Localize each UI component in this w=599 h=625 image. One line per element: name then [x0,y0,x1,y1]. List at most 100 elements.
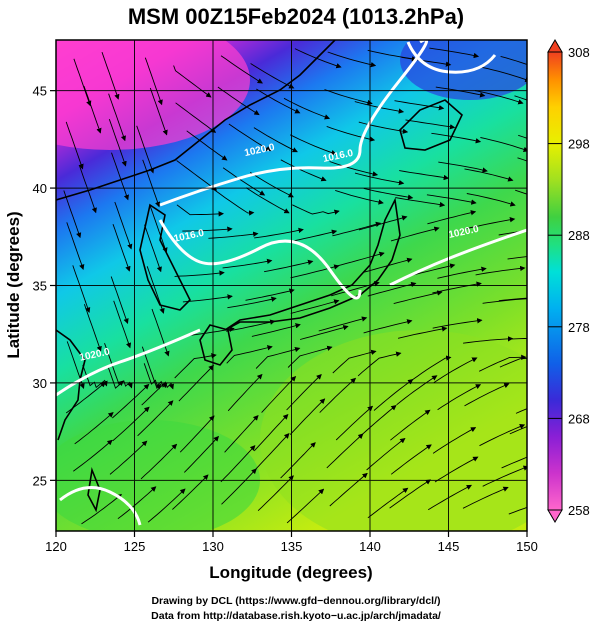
colorbar-tick-label: 298 [568,137,590,152]
contour-line-northeast [406,41,497,74]
streamline [429,47,480,59]
pressure-contours [56,40,527,526]
streamline [224,415,259,453]
cold-air-core-east [400,40,527,100]
streamline [367,487,409,519]
colorbar-tick-label: 278 [568,320,590,335]
streamline [220,445,256,483]
streamline [354,172,405,186]
streamline [73,58,92,107]
streamline [466,193,516,207]
streamline [518,134,527,139]
streamline [331,281,380,297]
streamline [74,412,114,445]
streamline [65,121,84,170]
streamline [147,488,186,523]
streamline [482,66,527,83]
streamline [104,343,124,387]
streamline [389,479,432,509]
streamline [179,415,215,453]
y-axis-ticks: 25 30 35 40 45 [33,84,56,488]
streamline [112,383,150,419]
streamline [83,85,102,134]
streamline [515,189,527,195]
streamline [363,257,413,273]
streamline [220,55,263,84]
streamline [137,400,174,437]
streamline [176,160,218,191]
streamline [280,442,316,479]
streamline [110,276,129,325]
colorbar-bottom-triangle [547,509,563,523]
credit-drawing: Drawing by DCL (https://www.gfd−dennou.o… [151,595,440,607]
streamline [83,304,102,352]
streamline [144,57,163,106]
streamline [358,405,397,439]
streamline [432,281,482,294]
streamline [117,486,157,520]
streamline [401,56,452,67]
contour-line-south [59,486,142,526]
streamline [358,215,408,231]
colorbar-tick-label: 268 [568,411,590,426]
map-title: MSM 00Z15Feb2024 (1013.2hPa) [128,4,464,29]
x-tick-label: 135 [281,539,303,554]
streamline [184,326,235,337]
streamline [462,486,509,509]
streamline [363,187,414,200]
contour-line-middle [158,219,362,300]
streamline [254,227,304,239]
streamline [432,318,483,329]
streamline [335,251,385,267]
y-tick-label: 45 [33,84,47,99]
streamline [366,437,406,471]
streamline [222,167,266,196]
streamline [73,439,113,472]
streamline [289,398,326,435]
streamline [474,90,524,105]
coastline-hokkaido [399,99,463,151]
streamline [208,231,259,239]
streamline [390,444,432,475]
streamline [182,226,233,232]
streamline [174,353,217,379]
streamline [66,222,85,270]
colorbar-ticks: 258 268 278 288 298 308 [548,45,590,518]
credit-data: Data from http://database.rish.kyoto−u.a… [151,610,441,622]
streamline [143,363,168,389]
streamline [398,326,448,339]
streamline [144,224,162,273]
streamline [287,345,333,368]
streamline [217,86,260,116]
streamline [482,465,527,487]
streamline [434,456,479,483]
streamline [517,157,527,162]
streamline [329,161,379,177]
streamline [332,349,377,374]
streamline [464,168,514,182]
streamline [175,102,217,133]
streamline [507,337,527,340]
streamline [290,264,340,279]
streamline [149,205,168,254]
contour-line-east [389,228,527,287]
streamline [113,300,132,349]
streamline [228,123,272,152]
streamline [146,266,165,314]
streamline [479,424,526,447]
colorbar-scale [547,51,563,511]
streamline [108,118,127,167]
streamline [515,408,527,414]
streamline [318,316,368,332]
streamline [395,197,446,208]
streamline [394,100,445,111]
streamline [507,256,527,260]
streamline [329,472,368,507]
streamline [499,358,527,368]
contour-line-north [159,40,429,207]
colorbar: 258 268 278 288 298 308 [547,39,590,523]
streamline [437,266,487,279]
streamline [280,159,327,182]
streamline [335,405,374,441]
streamline [256,88,301,114]
